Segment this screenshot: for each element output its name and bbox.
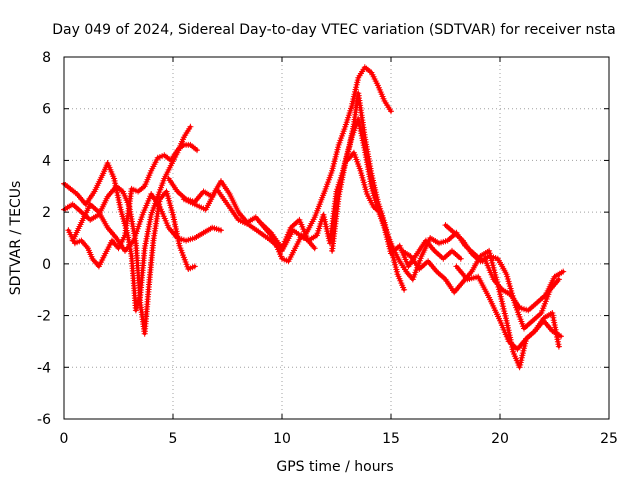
y-tick-label: -2 <box>37 309 51 325</box>
series-sat-g <box>257 90 408 293</box>
x-tick-label: 15 <box>382 431 400 447</box>
x-tick-label: 20 <box>491 431 509 447</box>
series-sat-d <box>69 191 224 254</box>
y-tick-label: -4 <box>37 360 51 376</box>
series-markers <box>65 141 200 270</box>
y-tick-label: 2 <box>42 205 51 221</box>
tick-layer: -6 -4 -2 0 2 4 6 8 0 5 10 15 20 25 <box>37 50 618 447</box>
y-tick-label: -6 <box>37 412 51 428</box>
series-line <box>400 249 561 369</box>
series-layer <box>61 64 567 371</box>
plot-frame <box>63 56 610 420</box>
series-sat-f <box>180 64 394 254</box>
series-sat-m <box>481 255 567 314</box>
series-markers <box>180 64 394 254</box>
series-markers <box>398 247 562 371</box>
series-sat-h <box>329 116 464 270</box>
series-markers <box>329 116 464 270</box>
y-tick-label: 6 <box>42 102 51 118</box>
series-markers <box>481 255 567 314</box>
y-axis-label: SDTVAR / TECUs <box>8 181 24 296</box>
series-sat-l <box>453 263 564 353</box>
y-tick-label: 0 <box>42 257 51 273</box>
x-tick-label: 10 <box>273 431 291 447</box>
series-markers <box>257 90 408 293</box>
series-markers <box>69 191 224 254</box>
x-tick-label: 0 <box>60 431 69 447</box>
x-tick-label: 5 <box>169 431 178 447</box>
series-markers <box>453 263 564 353</box>
x-axis-label: GPS time / hours <box>276 459 393 475</box>
y-tick-label: 4 <box>42 153 51 169</box>
series-sat-c <box>65 141 200 270</box>
x-tick-label: 25 <box>600 431 618 447</box>
chart-title: Day 049 of 2024, Sidereal Day-to-day VTE… <box>52 22 615 38</box>
series-sat-j <box>398 247 562 371</box>
y-tick-label: 8 <box>42 50 51 66</box>
